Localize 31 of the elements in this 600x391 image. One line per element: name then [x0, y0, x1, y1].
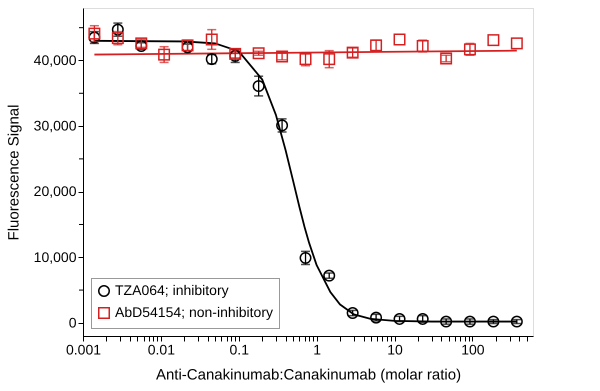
point [88, 28, 100, 40]
point [487, 316, 500, 328]
point [464, 316, 476, 328]
point [252, 80, 265, 92]
x-tick-label: 0.1 [230, 342, 250, 358]
x-tick-label: 0.01 [148, 342, 176, 358]
point [323, 53, 336, 66]
point [394, 33, 406, 46]
x-tick-label: 10 [387, 342, 404, 358]
point [206, 33, 218, 46]
x-axis-title: Anti-Canakinumab:Canakinumab (molar ratio) [156, 366, 462, 384]
y-axis-title: Fluorescence Signal [6, 104, 23, 240]
point [346, 307, 359, 320]
point [510, 37, 523, 50]
legend-label: AbD54154; non-inhibitory [115, 304, 273, 320]
point [394, 312, 406, 325]
y-tick-label: 30,000 [34, 118, 77, 134]
point [440, 316, 452, 328]
point [252, 47, 265, 60]
point [487, 34, 500, 46]
x-tick-label: 0.001 [66, 342, 102, 358]
y-tick-label: 40,000 [34, 52, 77, 68]
y-tick-label: 10,000 [34, 248, 77, 265]
x-tick-label: 100 [461, 342, 485, 358]
y-tick-label: 20,000 [34, 183, 77, 200]
point [158, 48, 170, 61]
y-tick-label: 0 [68, 314, 77, 330]
x-tick-label: 1 [313, 342, 322, 358]
point [510, 316, 523, 328]
point [323, 270, 336, 282]
legend-label: TZA064; inhibitory [115, 282, 229, 298]
